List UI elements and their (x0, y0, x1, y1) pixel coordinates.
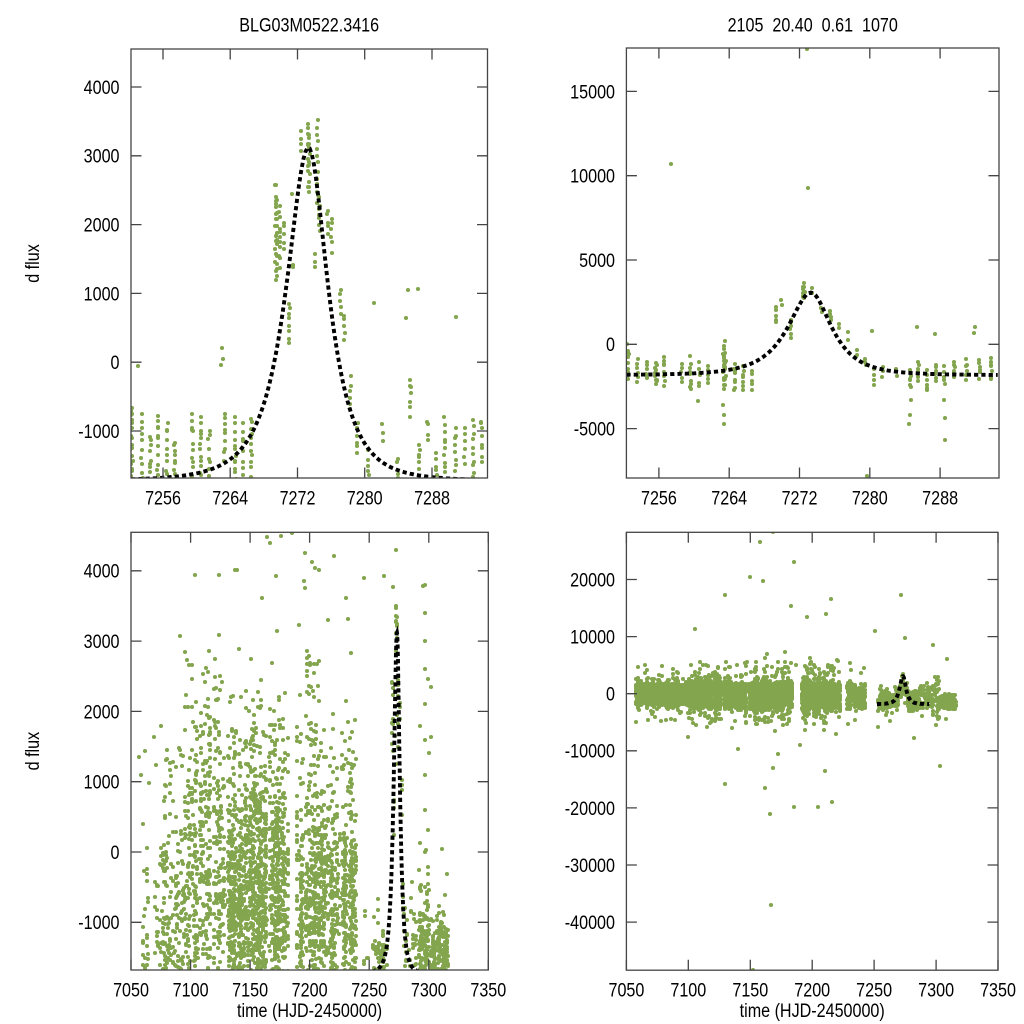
svg-text:7200: 7200 (292, 979, 328, 1001)
svg-text:7150: 7150 (232, 979, 268, 1001)
svg-text:0: 0 (606, 683, 615, 705)
svg-text:15000: 15000 (570, 81, 615, 103)
svg-text:4000: 4000 (84, 560, 120, 582)
svg-text:7050: 7050 (113, 979, 149, 1001)
svg-text:7256: 7256 (145, 487, 181, 509)
svg-text:10000: 10000 (570, 626, 615, 648)
svg-text:7100: 7100 (670, 979, 706, 1001)
svg-text:d flux: d flux (22, 244, 44, 283)
svg-text:5000: 5000 (579, 250, 615, 272)
svg-text:-1000: -1000 (78, 912, 119, 934)
svg-text:7100: 7100 (173, 979, 209, 1001)
svg-text:d flux: d flux (22, 732, 44, 771)
svg-text:time (HJD-2450000): time (HJD-2450000) (740, 1000, 885, 1022)
svg-text:-5000: -5000 (574, 418, 615, 440)
svg-text:-30000: -30000 (565, 855, 615, 877)
svg-text:4000: 4000 (84, 77, 120, 99)
svg-text:10000: 10000 (570, 165, 615, 187)
svg-text:7350: 7350 (980, 979, 1016, 1001)
svg-text:7250: 7250 (351, 979, 387, 1001)
svg-text:0: 0 (111, 352, 120, 374)
svg-text:7264: 7264 (212, 487, 248, 509)
svg-text:7288: 7288 (414, 487, 450, 509)
svg-text:time (HJD-2450000): time (HJD-2450000) (237, 1000, 382, 1022)
svg-text:3000: 3000 (84, 631, 120, 653)
svg-text:7256: 7256 (641, 487, 677, 509)
svg-text:7272: 7272 (280, 487, 316, 509)
svg-text:7250: 7250 (856, 979, 892, 1001)
svg-text:-10000: -10000 (565, 740, 615, 762)
svg-text:BLG03M0522.3416: BLG03M0522.3416 (239, 14, 379, 36)
svg-text:7350: 7350 (470, 979, 506, 1001)
svg-text:7280: 7280 (852, 487, 888, 509)
svg-text:2000: 2000 (84, 214, 120, 236)
svg-text:7264: 7264 (711, 487, 747, 509)
svg-text:-40000: -40000 (565, 912, 615, 934)
svg-text:7300: 7300 (411, 979, 447, 1001)
svg-text:7280: 7280 (347, 487, 383, 509)
svg-text:-1000: -1000 (78, 421, 119, 443)
svg-text:3000: 3000 (84, 145, 120, 167)
svg-text:7288: 7288 (922, 487, 958, 509)
svg-text:7300: 7300 (918, 979, 954, 1001)
svg-text:0: 0 (111, 842, 120, 864)
svg-text:2105 20.40 0.61 1070: 2105 20.40 0.61 1070 (728, 14, 898, 36)
svg-text:7050: 7050 (608, 979, 644, 1001)
svg-text:7150: 7150 (732, 979, 768, 1001)
svg-text:7200: 7200 (794, 979, 830, 1001)
svg-text:1000: 1000 (84, 771, 120, 793)
svg-text:-20000: -20000 (565, 797, 615, 819)
svg-text:1000: 1000 (84, 283, 120, 305)
svg-text:2000: 2000 (84, 701, 120, 723)
svg-text:20000: 20000 (570, 569, 615, 591)
svg-text:7272: 7272 (782, 487, 818, 509)
svg-text:0: 0 (606, 334, 615, 356)
